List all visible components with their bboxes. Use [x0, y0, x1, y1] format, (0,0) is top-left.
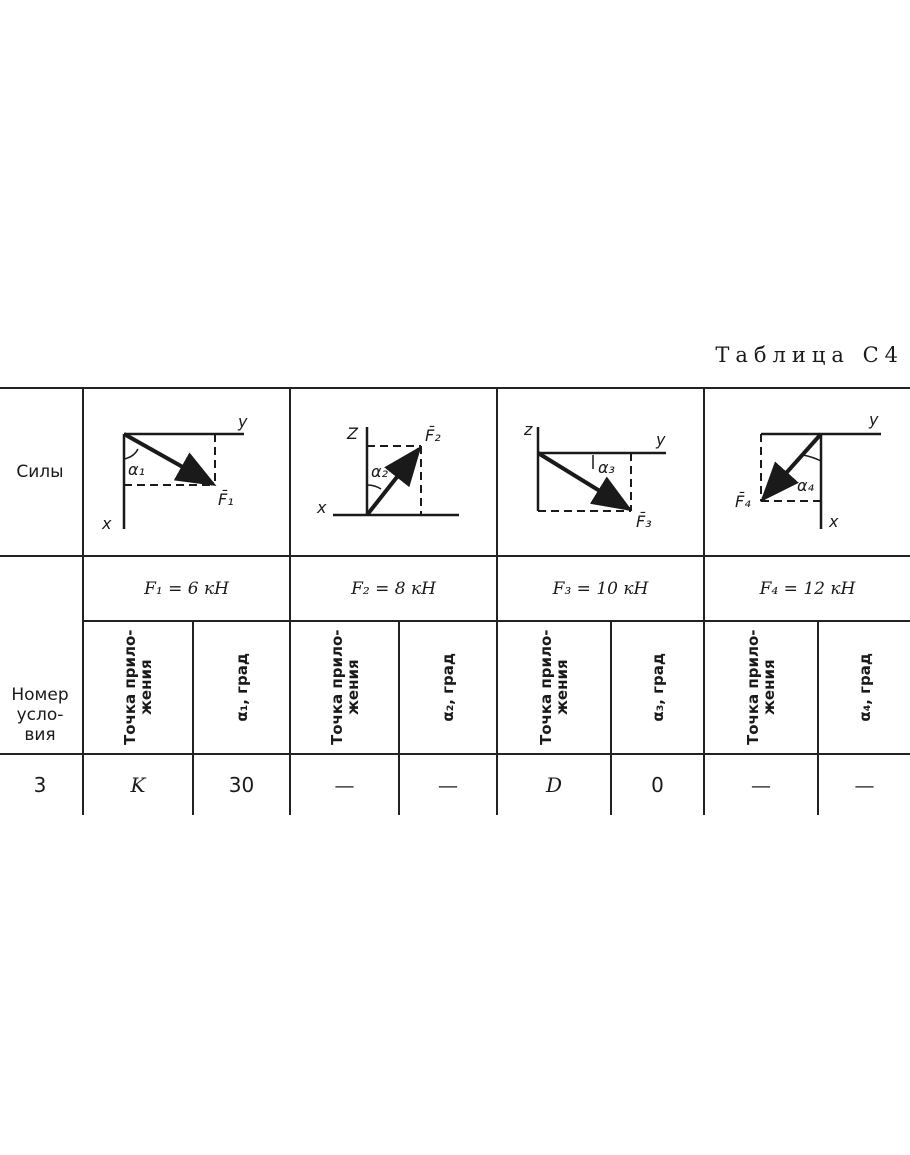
point-header-text: Точка прило- жения — [744, 629, 778, 746]
angle-header-f1: α₁, град — [194, 622, 291, 755]
row-number: 3 — [0, 755, 84, 815]
angle-header-text: α₃, град — [648, 653, 667, 722]
force-value-f2: F₂ = 8 кН — [291, 557, 498, 622]
table-cell: — — [400, 755, 498, 815]
force-value-f3: F₃ = 10 кН — [498, 557, 705, 622]
angle-header-text: α₂, град — [439, 653, 457, 722]
table-cell: D — [498, 755, 612, 815]
vector-label: F̄₄ — [735, 492, 751, 511]
point-header-f2: Точка прило- жения — [291, 622, 400, 755]
table-cell: K — [84, 755, 194, 815]
diagram-f4: y x α₄ F̄₄ — [705, 389, 910, 557]
force-vector — [365, 445, 422, 517]
force-diagram-f4: y x α₄ F̄₄ — [735, 410, 881, 531]
table-cell: 0 — [612, 755, 705, 815]
axis-y-label: y — [655, 430, 666, 449]
diagram-f1: y x α₁ F̄₁ — [84, 389, 291, 557]
point-header-f4: Точка прило- жения — [705, 622, 819, 755]
table-cell: — — [705, 755, 819, 815]
angle-header-text: α₁, град — [232, 653, 251, 722]
vector-label: F̄₃ — [636, 512, 652, 531]
condition-label-cell: Номер усло- вия — [0, 557, 84, 755]
table-top-border — [0, 387, 910, 389]
angle-header-f3: α₃, град — [612, 622, 705, 755]
point-header-f3: Точка прило- жения — [498, 622, 612, 755]
vector-label: F̄₁ — [218, 490, 234, 509]
point-header-text: Точка прило- жения — [537, 629, 571, 746]
force-value-f1: F₁ = 6 кН — [84, 557, 291, 622]
force-diagram-f2: Z x α₂ F̄₂ — [316, 424, 459, 517]
forces-table: Силы y x α₁ F̄₁ Z x α₂ F̄₂ — [0, 387, 910, 827]
force-value-f4: F₄ = 12 кН — [705, 557, 910, 622]
forces-label-cell: Силы — [0, 389, 84, 557]
point-header-f1: Точка прило- жения — [84, 622, 194, 755]
force-diagram-f1: y x α₁ F̄₁ — [101, 412, 248, 533]
axis-z-label: Z — [346, 424, 359, 443]
angle-label: α₂ — [371, 462, 389, 481]
table-cell: — — [291, 755, 400, 815]
axis-x-label: x — [828, 512, 839, 531]
axis-x-label: x — [101, 514, 112, 533]
force-vector — [536, 451, 633, 512]
angle-header-f2: α₂, град — [400, 622, 498, 755]
angle-label: α₁ — [128, 460, 145, 479]
force-vector — [123, 432, 217, 486]
angle-label: α₄ — [797, 476, 815, 495]
angle-label: α₃ — [598, 458, 615, 477]
force-diagram-f3: z y α₃ F̄₃ — [523, 420, 666, 531]
table-cell: 30 — [194, 755, 291, 815]
axis-y-label: y — [868, 410, 879, 429]
forces-label: Силы — [16, 462, 64, 482]
vector-label: F̄₂ — [425, 426, 441, 445]
diagram-f2: Z x α₂ F̄₂ — [291, 389, 498, 557]
point-header-text: Точка прило- жения — [121, 629, 155, 746]
condition-label: Номер усло- вия — [11, 685, 69, 745]
axis-z-label: z — [523, 420, 533, 439]
table-cell: — — [819, 755, 910, 815]
point-header-text: Точка прило- жения — [327, 629, 362, 746]
angle-header-f4: α₄, град — [819, 622, 910, 755]
table-title: Таблица С4 — [715, 343, 904, 367]
axis-x-label: x — [316, 498, 327, 517]
axis-y-label: y — [237, 412, 248, 431]
diagram-f3: z y α₃ F̄₃ — [498, 389, 705, 557]
force-vector — [760, 432, 823, 502]
angle-header-text: α₄, град — [855, 653, 874, 722]
